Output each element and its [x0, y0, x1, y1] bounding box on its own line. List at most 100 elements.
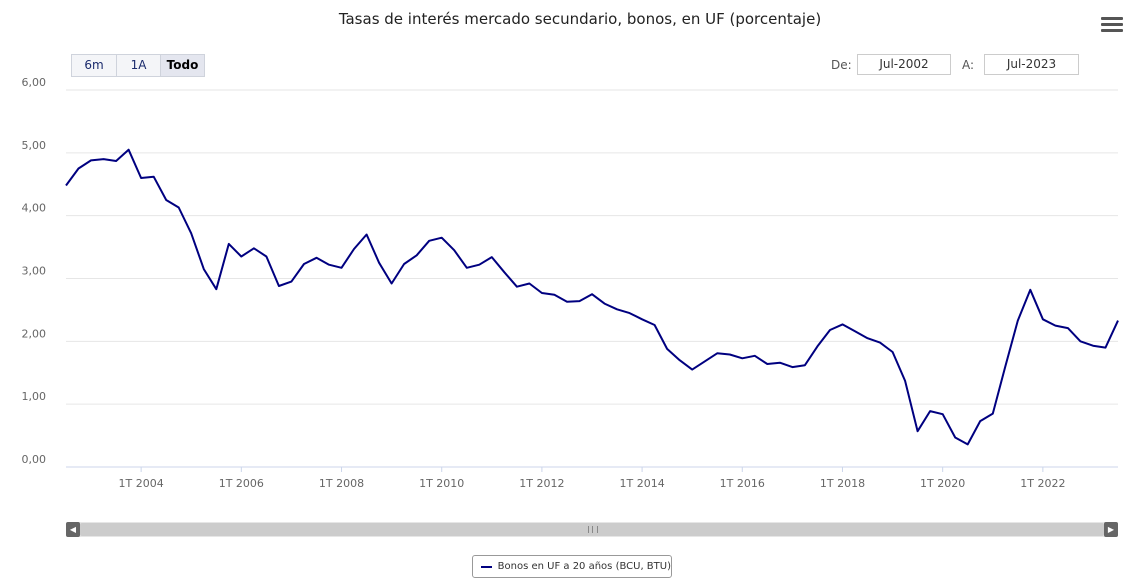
data-point[interactable]: [752, 353, 758, 359]
data-point[interactable]: [890, 349, 896, 355]
x-tick-label: 1T 2010: [419, 477, 464, 490]
data-point[interactable]: [489, 254, 495, 260]
data-point[interactable]: [1040, 316, 1046, 322]
data-point[interactable]: [865, 335, 871, 341]
data-point[interactable]: [564, 299, 570, 305]
range-button-6m[interactable]: 6m: [72, 55, 117, 76]
scroll-left-icon[interactable]: ◀: [66, 522, 80, 537]
data-point[interactable]: [902, 378, 908, 384]
data-point[interactable]: [727, 352, 733, 358]
data-point[interactable]: [389, 281, 395, 287]
date-to-input[interactable]: [984, 54, 1079, 75]
data-point[interactable]: [126, 147, 132, 153]
data-point[interactable]: [1027, 287, 1033, 293]
data-point[interactable]: [113, 158, 119, 164]
data-point[interactable]: [414, 252, 420, 258]
data-point[interactable]: [639, 316, 645, 322]
data-point[interactable]: [677, 357, 683, 363]
data-point[interactable]: [326, 262, 332, 268]
data-point[interactable]: [76, 166, 82, 172]
data-point[interactable]: [739, 355, 745, 361]
data-point[interactable]: [1002, 364, 1008, 370]
data-point[interactable]: [339, 265, 345, 271]
data-point[interactable]: [514, 284, 520, 290]
data-point[interactable]: [1115, 318, 1121, 324]
data-point[interactable]: [1015, 318, 1021, 324]
data-point[interactable]: [977, 418, 983, 424]
range-button-1a[interactable]: 1A: [117, 55, 161, 76]
data-point[interactable]: [1065, 325, 1071, 331]
data-point[interactable]: [314, 255, 320, 261]
data-point[interactable]: [577, 298, 583, 304]
data-point[interactable]: [401, 261, 407, 267]
data-point[interactable]: [602, 301, 608, 307]
range-button-todo[interactable]: Todo: [161, 55, 204, 76]
data-point[interactable]: [764, 361, 770, 367]
data-point[interactable]: [301, 261, 307, 267]
legend-item[interactable]: Bonos en UF a 20 años (BCU, BTU): [472, 555, 672, 578]
data-point[interactable]: [238, 254, 244, 260]
data-point[interactable]: [915, 428, 921, 434]
data-point[interactable]: [827, 327, 833, 333]
data-point[interactable]: [664, 346, 670, 352]
data-point[interactable]: [777, 360, 783, 366]
data-point[interactable]: [188, 230, 194, 236]
hamburger-menu-icon[interactable]: [1101, 17, 1123, 35]
data-point[interactable]: [151, 174, 157, 180]
data-point[interactable]: [652, 322, 658, 328]
data-point[interactable]: [364, 232, 370, 238]
data-point[interactable]: [877, 340, 883, 346]
legend-label: Bonos en UF a 20 años (BCU, BTU): [497, 561, 671, 572]
date-from-input[interactable]: [857, 54, 951, 75]
data-point[interactable]: [840, 321, 846, 327]
data-point[interactable]: [426, 238, 432, 244]
data-point[interactable]: [464, 265, 470, 271]
data-point[interactable]: [351, 246, 357, 252]
data-point[interactable]: [614, 306, 620, 312]
data-point[interactable]: [814, 343, 820, 349]
data-point[interactable]: [1090, 343, 1096, 349]
data-point[interactable]: [201, 266, 207, 272]
data-point[interactable]: [789, 364, 795, 370]
data-point[interactable]: [1077, 338, 1083, 344]
data-point[interactable]: [940, 411, 946, 417]
navigator-scrollbar[interactable]: ◀ ▶: [66, 522, 1118, 537]
data-point[interactable]: [526, 281, 532, 287]
data-point[interactable]: [263, 254, 269, 260]
data-point[interactable]: [714, 350, 720, 356]
data-point[interactable]: [1103, 345, 1109, 351]
data-point[interactable]: [539, 290, 545, 296]
data-point[interactable]: [226, 241, 232, 247]
data-point[interactable]: [551, 292, 557, 298]
data-point[interactable]: [627, 310, 633, 316]
line-chart: 0,00 1,00 2,00 3,00 4,00 5,00 6,00 1T 2004 1T 2…: [22, 76, 1121, 490]
data-point[interactable]: [501, 269, 507, 275]
data-point[interactable]: [689, 367, 695, 373]
data-point[interactable]: [213, 286, 219, 292]
data-point[interactable]: [63, 183, 69, 189]
series-line-bonos-uf-20[interactable]: [65, 148, 1119, 446]
data-point[interactable]: [88, 157, 94, 163]
data-point[interactable]: [163, 197, 169, 203]
data-point[interactable]: [376, 260, 382, 266]
data-point[interactable]: [251, 245, 257, 251]
data-point[interactable]: [589, 291, 595, 297]
data-point[interactable]: [288, 279, 294, 285]
data-point[interactable]: [952, 435, 958, 441]
data-point[interactable]: [476, 262, 482, 268]
scroll-right-icon[interactable]: ▶: [1104, 522, 1118, 537]
data-point[interactable]: [276, 283, 282, 289]
data-point[interactable]: [439, 235, 445, 241]
data-point[interactable]: [927, 408, 933, 414]
data-point[interactable]: [1052, 323, 1058, 329]
data-point[interactable]: [451, 247, 457, 253]
data-point[interactable]: [802, 362, 808, 368]
data-point[interactable]: [990, 411, 996, 417]
data-point[interactable]: [176, 205, 182, 211]
data-point[interactable]: [702, 358, 708, 364]
data-point[interactable]: [138, 175, 144, 181]
data-point[interactable]: [101, 156, 107, 162]
scrollbar-thumb[interactable]: [80, 523, 1104, 536]
data-point[interactable]: [965, 441, 971, 447]
data-point[interactable]: [852, 328, 858, 334]
